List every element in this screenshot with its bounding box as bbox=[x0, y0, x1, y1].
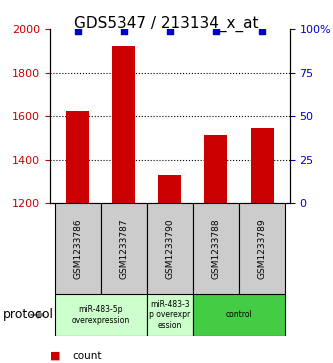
Point bbox=[121, 28, 127, 34]
Point bbox=[75, 28, 80, 34]
Bar bbox=[204, 135, 227, 203]
FancyBboxPatch shape bbox=[193, 203, 239, 294]
Text: protocol: protocol bbox=[3, 309, 54, 321]
Text: GSM1233790: GSM1233790 bbox=[165, 218, 174, 279]
FancyBboxPatch shape bbox=[147, 294, 193, 336]
FancyBboxPatch shape bbox=[147, 203, 193, 294]
FancyBboxPatch shape bbox=[55, 294, 147, 336]
Point bbox=[259, 28, 265, 34]
Text: ■: ■ bbox=[50, 351, 61, 361]
FancyBboxPatch shape bbox=[193, 294, 285, 336]
Point bbox=[167, 28, 172, 34]
Bar bbox=[250, 128, 274, 203]
Text: GSM1233788: GSM1233788 bbox=[211, 218, 220, 279]
FancyBboxPatch shape bbox=[101, 203, 147, 294]
Text: GSM1233787: GSM1233787 bbox=[119, 218, 128, 279]
FancyBboxPatch shape bbox=[55, 203, 101, 294]
FancyBboxPatch shape bbox=[239, 203, 285, 294]
Text: miR-483-5p
overexpression: miR-483-5p overexpression bbox=[72, 305, 130, 325]
Bar bbox=[112, 46, 135, 203]
Bar bbox=[158, 175, 181, 203]
Point bbox=[213, 28, 218, 34]
Bar bbox=[66, 111, 89, 203]
Text: GSM1233789: GSM1233789 bbox=[257, 218, 266, 279]
Text: count: count bbox=[73, 351, 102, 361]
Text: GDS5347 / 213134_x_at: GDS5347 / 213134_x_at bbox=[74, 16, 259, 32]
Text: GSM1233786: GSM1233786 bbox=[73, 218, 82, 279]
Text: miR-483-3
p overexpr
ession: miR-483-3 p overexpr ession bbox=[149, 300, 190, 330]
Text: control: control bbox=[226, 310, 252, 319]
